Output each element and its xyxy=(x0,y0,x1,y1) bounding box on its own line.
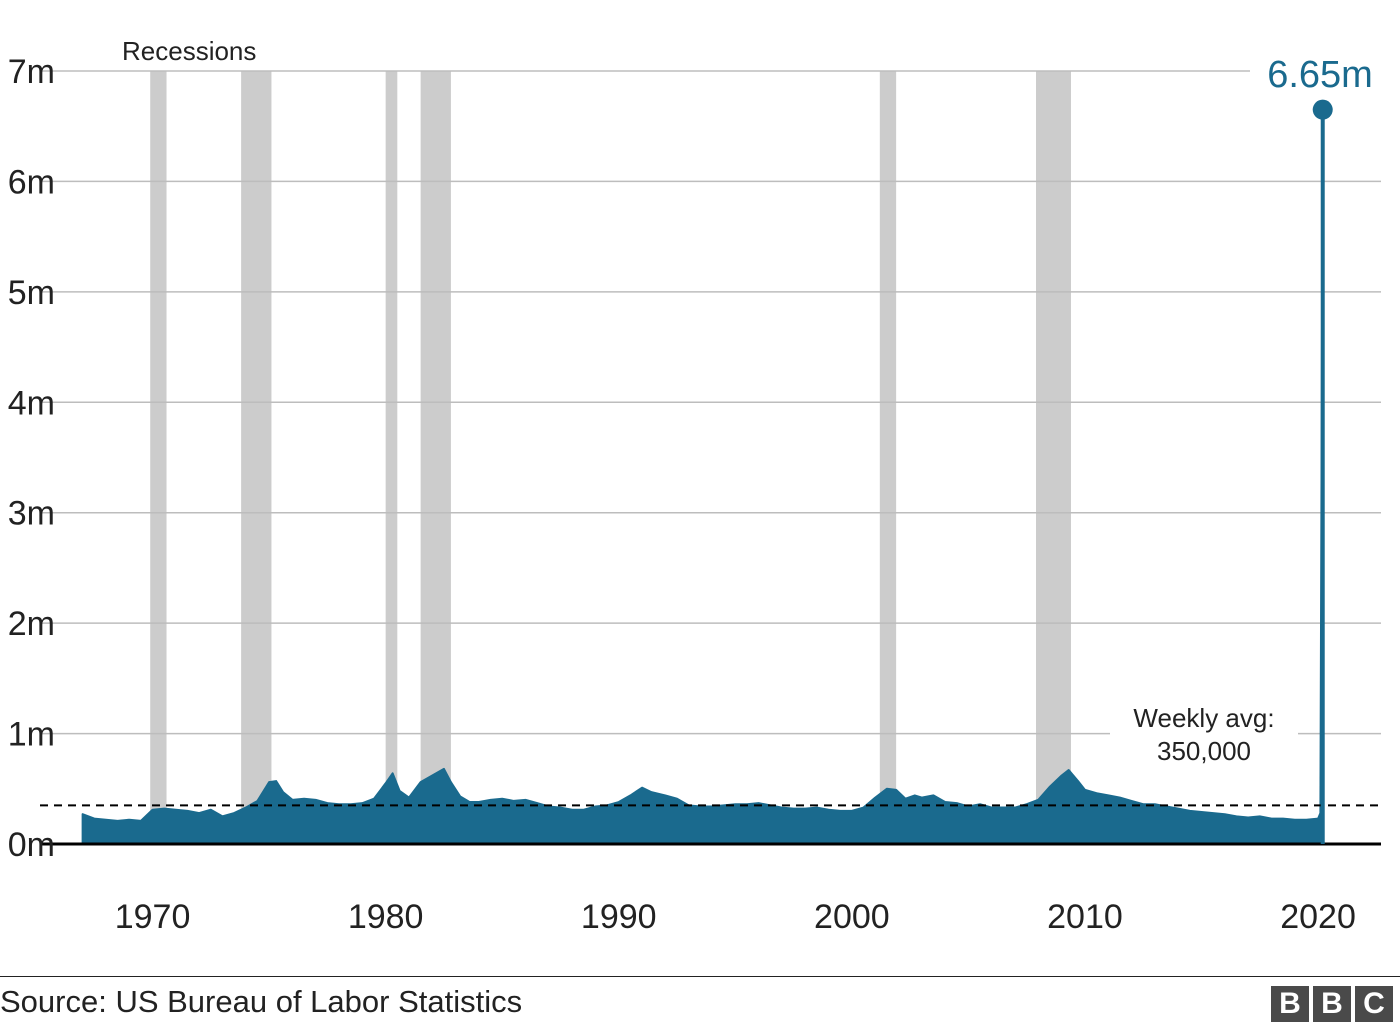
source-note: Source: US Bureau of Labor Statistics xyxy=(0,984,523,1019)
x-tick-label-2: 1990 xyxy=(581,898,657,936)
x-axis-labels: 1970 1980 1990 2000 2010 2020 xyxy=(115,898,1356,936)
recession-band-2 xyxy=(385,71,398,844)
recession-band-1 xyxy=(241,71,272,844)
footer-divider xyxy=(0,976,1400,977)
logo-letter-b2: B xyxy=(1313,986,1351,1022)
peak-label: 6.65m xyxy=(1267,54,1373,96)
logo-letter-b1: B xyxy=(1271,986,1309,1022)
y-axis-labels: 0m 1m 2m 3m 4m 5m 6m 7m xyxy=(8,53,55,864)
x-tick-label-0: 1970 xyxy=(115,898,191,936)
average-label-line1: Weekly avg: xyxy=(1133,703,1274,733)
claims-area xyxy=(81,108,1324,845)
x-tick-label-3: 2000 xyxy=(814,898,890,936)
y-tick-label-4: 4m xyxy=(8,384,55,422)
y-tick-label-3: 3m xyxy=(8,495,55,533)
recession-band-3 xyxy=(420,71,451,844)
x-tick-label-5: 2020 xyxy=(1280,898,1356,936)
y-tick-label-7: 7m xyxy=(8,53,55,91)
recession-band-0 xyxy=(150,71,167,844)
average-label-background xyxy=(1110,700,1298,772)
y-tick-label-0: 0m xyxy=(8,826,55,864)
logo-letter-c: C xyxy=(1355,986,1393,1022)
y-tick-label-6: 6m xyxy=(8,163,55,201)
recessions-label: Recessions xyxy=(122,36,256,66)
recession-bands xyxy=(150,71,1071,844)
recession-band-5 xyxy=(1036,71,1071,844)
x-tick-label-4: 2010 xyxy=(1047,898,1123,936)
y-tick-label-2: 2m xyxy=(8,605,55,643)
gridlines xyxy=(40,70,1381,735)
average-label-line2: 350,000 xyxy=(1157,736,1251,766)
bbc-logo: B B C xyxy=(1271,986,1393,1022)
x-tick-label-1: 1980 xyxy=(348,898,424,936)
peak-point xyxy=(1312,99,1333,120)
recession-band-4 xyxy=(879,71,897,844)
peak-label-background xyxy=(1250,50,1390,100)
y-tick-label-5: 5m xyxy=(8,274,55,312)
y-tick-label-1: 1m xyxy=(8,716,55,754)
